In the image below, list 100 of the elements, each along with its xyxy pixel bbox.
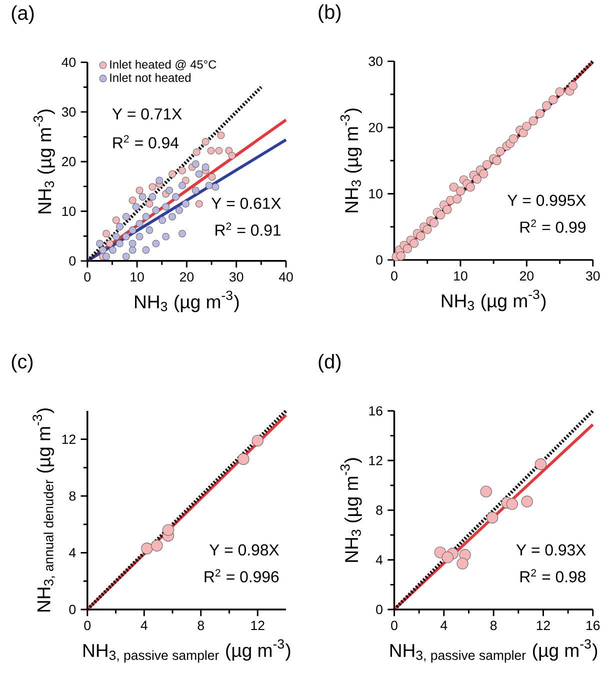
point — [482, 160, 492, 170]
point — [136, 220, 144, 228]
point — [422, 224, 432, 234]
y-axis-title: $\mbox{NH}_{\mbox{\fontsize{10}{12}\selectfont 3}}\mbox{ (µg m}^{\mbox{\fontsize{10}{12}\selectfont -3}}\mbox{)}$ — [34, 110, 56, 214]
point — [396, 251, 406, 260]
annotation: Y = 0.61X — [212, 198, 282, 209]
x-tick-label: 0 — [84, 272, 91, 282]
point — [456, 558, 468, 570]
x-tick-label: 0 — [391, 271, 398, 281]
point — [548, 95, 558, 104]
x-tick-label: 8 — [198, 620, 204, 630]
point — [436, 210, 446, 220]
point — [136, 186, 144, 194]
point — [252, 434, 264, 446]
point — [109, 246, 117, 254]
annotation: Y = 0.71X — [112, 108, 182, 120]
point — [128, 196, 136, 204]
annotation: Y = 0.93X — [516, 544, 586, 556]
point — [132, 203, 140, 211]
annotation: Y = 0.995X — [508, 194, 586, 206]
y-tick-label: 30 — [62, 107, 76, 117]
point — [128, 240, 136, 248]
y-tick-label: 0 — [376, 255, 383, 265]
point — [536, 109, 545, 118]
chart-title: (d) — [318, 354, 341, 372]
annotation: R$^{2}$ = 0.996 — [204, 569, 279, 582]
point — [480, 486, 492, 498]
annotation: R$^{2}$ = 0.98 — [520, 569, 586, 582]
x-axis-title: $\mbox{NH}_{\mbox{\fontsize{10}{12}\selectfont 3, passive sampler}}\mbox{ (µg m}^{\mbox{\fontsize{10}{12}\selectfont -3}}\mbox{)}$ — [390, 639, 598, 663]
point — [102, 230, 110, 238]
y-tick-label: 4 — [376, 555, 383, 564]
legend-label: Inlet not heated — [110, 73, 191, 82]
point — [442, 205, 452, 214]
x-axis-title: $\mbox{NH}_{\mbox{\fontsize{10}{12}\selectfont 3}}\mbox{ (µg m}^{\mbox{\fontsize{10}{12}\selectfont -3}}\mbox{)}$ — [135, 290, 239, 312]
x-axis-title: $\mbox{NH}_{\mbox{\fontsize{10}{12}\selectfont 3, passive sampler}}\mbox{ (µg m}^{\mbox{\fontsize{10}{12}\selectfont -3}}\mbox{)}$ — [84, 639, 290, 663]
point — [122, 213, 130, 220]
y-tick-label: 10 — [62, 206, 76, 216]
point — [168, 170, 176, 178]
point — [522, 122, 532, 131]
point — [496, 146, 505, 156]
x-tick-label: 0 — [84, 620, 91, 630]
point — [449, 182, 458, 192]
point — [141, 542, 153, 554]
x-tick-label: 4 — [440, 620, 448, 630]
point — [146, 226, 154, 234]
point — [148, 183, 156, 191]
point — [178, 230, 186, 238]
point — [202, 163, 210, 171]
y-tick-label: 16 — [369, 406, 383, 416]
point — [172, 193, 180, 201]
point — [215, 146, 223, 154]
x-tick-label: 0 — [391, 620, 398, 630]
point — [178, 166, 186, 174]
x-tick-label: 10 — [130, 272, 144, 282]
point — [205, 182, 213, 190]
y-tick-label: 0 — [69, 256, 76, 266]
point — [176, 206, 184, 214]
point — [555, 87, 564, 96]
point — [416, 232, 426, 241]
y-tick-label: 8 — [376, 506, 383, 515]
point — [228, 152, 236, 160]
point — [151, 540, 163, 552]
y-tick-label: 12 — [369, 456, 382, 466]
point — [207, 146, 215, 154]
y-tick-label: 20 — [369, 122, 383, 132]
x-tick-label: 8 — [490, 620, 497, 630]
point — [403, 244, 412, 254]
x-tick-label: 4 — [140, 620, 148, 630]
chart-title: (a) — [12, 5, 34, 24]
point — [472, 174, 482, 184]
point — [102, 252, 110, 260]
legend-label: Inlet heated @ 45°C — [110, 60, 216, 70]
point — [112, 216, 120, 224]
point — [142, 246, 150, 254]
x-tick-label: 30 — [586, 271, 600, 281]
y-axis-title: $\mbox{NH}_{\mbox{\fontsize{10}{12}\selectfont 3}}\mbox{ (µg m}^{\mbox{\fontsize{10}{12}\selectfont -3}}\mbox{)}$ — [340, 458, 362, 562]
y-tick-label: 4 — [69, 548, 76, 558]
point — [535, 458, 547, 470]
y-tick-label: 0 — [69, 604, 76, 614]
point — [168, 213, 176, 220]
x-tick-label: 20 — [520, 271, 534, 281]
point — [238, 453, 250, 465]
point — [202, 138, 210, 146]
point — [528, 116, 538, 126]
point — [162, 232, 170, 240]
point — [138, 193, 146, 201]
point — [128, 226, 136, 234]
point — [456, 186, 466, 196]
point — [492, 156, 502, 166]
point — [486, 512, 498, 524]
y-axis-title: $\mbox{NH}_{\mbox{\fontsize{10}{12}\selectfont 3, annual denuder}}\mbox{ (µg m}^{\mbox{\fontsize{10}{12}\selectfont -3}}\mbox{)}$ — [32, 408, 56, 612]
point — [152, 240, 160, 248]
annotation: R$^{2}$ = 0.94 — [113, 135, 179, 148]
point — [521, 496, 534, 508]
y-tick-label: 8 — [69, 491, 76, 501]
annotation: R$^{2}$ = 0.91 — [216, 222, 281, 236]
y-axis-title: $\mbox{NH}_{\mbox{\fontsize{10}{12}\selectfont 3}}\mbox{ (µg m}^{\mbox{\fontsize{10}{12}\selectfont -3}}\mbox{)}$ — [340, 108, 362, 212]
chart-title: (c) — [12, 354, 33, 372]
x-tick-label: 10 — [454, 271, 468, 281]
point — [452, 194, 462, 204]
